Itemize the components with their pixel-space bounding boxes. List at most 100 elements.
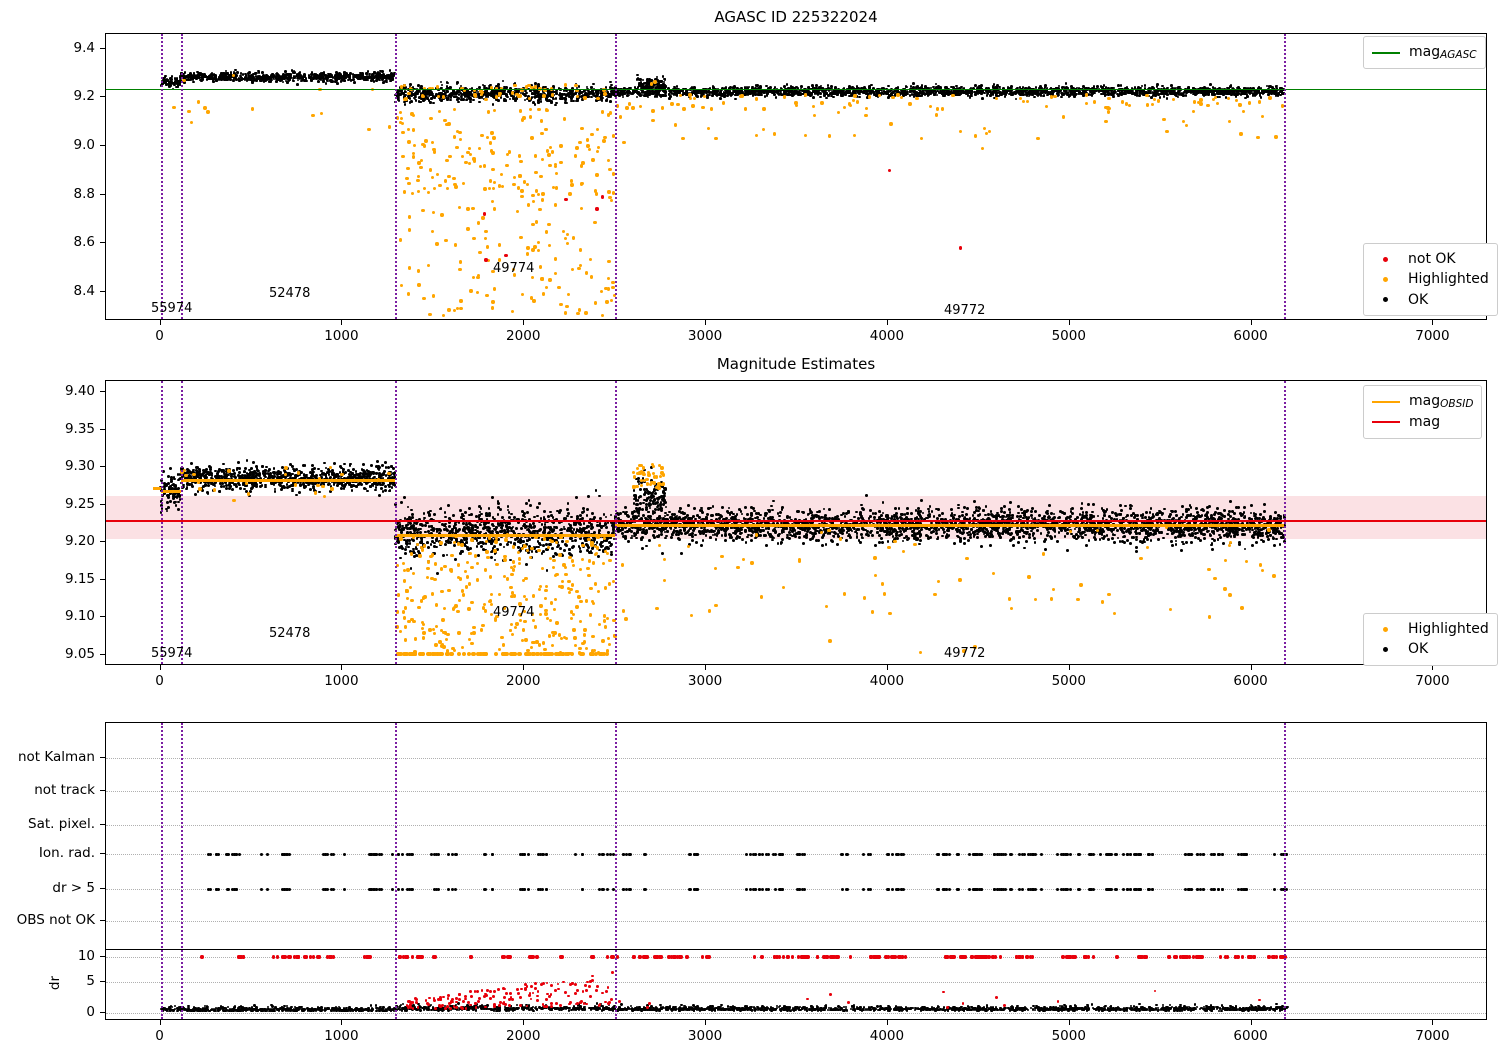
- panel1-legend-markers[interactable]: not OK Highlighted OK: [1363, 243, 1498, 316]
- data-point: [1260, 114, 1265, 119]
- legend-item-not-ok[interactable]: not OK: [1372, 249, 1489, 269]
- data-point: [1206, 103, 1210, 108]
- data-point: [207, 74, 211, 78]
- data-point: [351, 78, 354, 82]
- data-point: [212, 73, 216, 76]
- x-tick-mark: [1432, 320, 1434, 325]
- data-point: [318, 490, 321, 494]
- data-point: [403, 100, 406, 104]
- data-point: [385, 76, 389, 79]
- data-point: [563, 88, 567, 92]
- data-point: [600, 99, 604, 103]
- data-point: [538, 97, 542, 101]
- data-point: [186, 74, 190, 78]
- x-tick-mark: [705, 320, 707, 325]
- data-point: [542, 94, 546, 98]
- data-point: [729, 91, 733, 95]
- data-point: [254, 72, 257, 76]
- data-point: [198, 71, 201, 75]
- data-point: [213, 77, 216, 80]
- data-point: [410, 112, 414, 116]
- data-point: [734, 97, 737, 101]
- data-point: [660, 106, 665, 110]
- data-point: [564, 98, 567, 102]
- legend-item-ok[interactable]: OK: [1372, 290, 1489, 310]
- data-point: [407, 91, 411, 96]
- data-point: [176, 84, 180, 87]
- data-point: [608, 111, 612, 115]
- data-point: [297, 490, 301, 494]
- data-point: [307, 74, 311, 77]
- data-point: [1064, 82, 1068, 85]
- data-point: [904, 91, 907, 94]
- data-point: [487, 87, 491, 90]
- data-point: [254, 71, 258, 75]
- data-point: [192, 72, 196, 75]
- data-point: [853, 133, 857, 137]
- data-point: [575, 146, 579, 150]
- data-point: [410, 94, 413, 98]
- data-point: [580, 126, 584, 131]
- data-point: [173, 83, 176, 87]
- data-point: [1269, 85, 1273, 88]
- data-point: [951, 93, 955, 97]
- data-point: [548, 145, 553, 150]
- data-point: [858, 92, 862, 96]
- data-point: [481, 216, 485, 220]
- data-point: [606, 276, 611, 280]
- data-point: [469, 289, 473, 293]
- data-point: [297, 74, 300, 77]
- data-point: [416, 269, 421, 273]
- data-point: [353, 74, 357, 78]
- data-point: [233, 71, 237, 75]
- data-point: [267, 79, 271, 83]
- data-point: [584, 271, 588, 275]
- data-point: [178, 83, 182, 86]
- data-point: [499, 172, 504, 177]
- data-point: [636, 73, 639, 77]
- data-point: [641, 83, 644, 86]
- data-point: [958, 246, 963, 250]
- data-point: [562, 117, 567, 121]
- data-point: [467, 147, 472, 151]
- data-point: [421, 208, 425, 213]
- data-point: [459, 306, 463, 311]
- legend-item-mag-agasc[interactable]: magAGASC: [1372, 42, 1477, 63]
- data-point: [452, 176, 456, 181]
- data-point: [899, 95, 903, 100]
- data-point: [609, 83, 613, 87]
- data-point: [316, 76, 319, 79]
- data-point: [532, 101, 535, 104]
- data-point: [639, 78, 642, 81]
- data-point: [348, 76, 352, 80]
- data-point: [370, 78, 373, 82]
- data-point: [497, 243, 502, 247]
- data-point: [888, 168, 892, 172]
- legend-item-highlighted[interactable]: Highlighted: [1372, 269, 1489, 289]
- data-point: [229, 78, 232, 81]
- x-tick-mark: [1250, 320, 1252, 325]
- data-point: [300, 79, 304, 82]
- data-point: [172, 105, 176, 110]
- data-point: [1169, 92, 1172, 95]
- data-point: [546, 99, 549, 102]
- data-point: [562, 96, 566, 100]
- data-point: [678, 93, 683, 98]
- data-point: [539, 100, 543, 103]
- data-point: [438, 183, 442, 188]
- data-point: [432, 187, 437, 191]
- data-point: [281, 73, 285, 77]
- data-point: [651, 118, 655, 123]
- data-point: [1104, 119, 1108, 124]
- data-point: [298, 71, 302, 74]
- data-point: [428, 312, 432, 317]
- panel1-legend-magagasc[interactable]: magAGASC: [1363, 36, 1486, 70]
- data-point: [699, 95, 703, 99]
- data-point: [862, 90, 865, 93]
- data-point: [963, 91, 967, 94]
- data-point: [546, 95, 550, 99]
- data-point: [336, 73, 339, 76]
- data-point: [490, 306, 495, 310]
- data-point: [847, 102, 852, 106]
- data-point: [277, 76, 281, 79]
